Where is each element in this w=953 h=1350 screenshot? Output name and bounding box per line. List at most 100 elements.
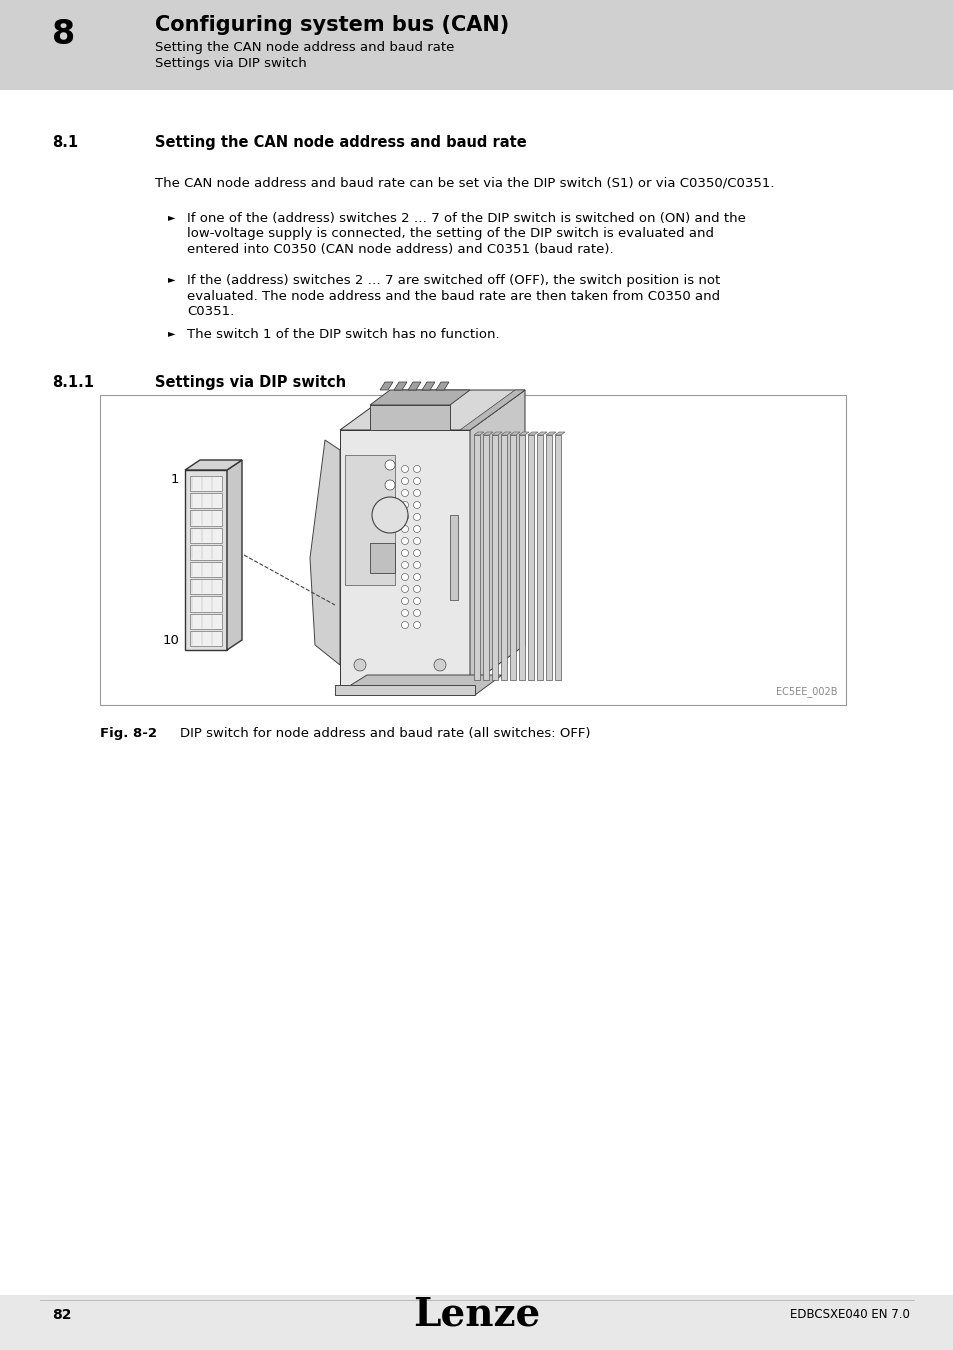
Polygon shape <box>555 432 564 435</box>
Text: Configuring system bus (CAN): Configuring system bus (CAN) <box>154 15 509 35</box>
Text: If the (address) switches 2 … 7 are switched off (OFF), the switch position is n: If the (address) switches 2 … 7 are swit… <box>187 274 720 288</box>
Text: 8.1.1: 8.1.1 <box>52 375 94 390</box>
Bar <box>0 90 953 1295</box>
Text: Fig. 8-2: Fig. 8-2 <box>100 728 157 740</box>
Bar <box>190 614 222 629</box>
Polygon shape <box>370 405 450 431</box>
Circle shape <box>413 513 420 521</box>
Text: Settings via DIP switch: Settings via DIP switch <box>154 375 346 390</box>
Text: ►: ► <box>168 328 175 338</box>
Text: EDBCSXE040 EN 7.0: EDBCSXE040 EN 7.0 <box>789 1308 909 1322</box>
Circle shape <box>413 478 420 485</box>
Polygon shape <box>185 470 227 649</box>
Text: low-voltage supply is connected, the setting of the DIP switch is evaluated and: low-voltage supply is connected, the set… <box>187 228 713 240</box>
Bar <box>190 545 222 560</box>
Circle shape <box>372 497 408 533</box>
Circle shape <box>401 598 408 605</box>
Text: ►: ► <box>168 274 175 284</box>
Text: The switch 1 of the DIP switch has no function.: The switch 1 of the DIP switch has no fu… <box>187 328 499 342</box>
Polygon shape <box>339 431 470 684</box>
Polygon shape <box>436 382 449 390</box>
Polygon shape <box>185 460 242 470</box>
Circle shape <box>413 609 420 617</box>
Text: 8: 8 <box>52 19 75 51</box>
Text: evaluated. The node address and the baud rate are then taken from C0350 and: evaluated. The node address and the baud… <box>187 289 720 302</box>
Text: Setting the CAN node address and baud rate: Setting the CAN node address and baud ra… <box>154 40 454 54</box>
Polygon shape <box>470 390 524 684</box>
Text: 82: 82 <box>52 1308 71 1322</box>
Polygon shape <box>335 675 501 695</box>
Polygon shape <box>474 432 483 435</box>
Polygon shape <box>310 440 339 666</box>
Text: 1: 1 <box>171 472 179 486</box>
Circle shape <box>401 490 408 497</box>
Polygon shape <box>379 382 393 390</box>
Polygon shape <box>545 432 556 435</box>
Polygon shape <box>555 435 560 680</box>
Circle shape <box>413 490 420 497</box>
Circle shape <box>354 659 366 671</box>
Bar <box>190 562 222 578</box>
Polygon shape <box>227 460 242 649</box>
Bar <box>190 630 222 647</box>
Polygon shape <box>527 432 537 435</box>
Bar <box>190 528 222 543</box>
Bar <box>190 477 222 491</box>
Circle shape <box>401 501 408 509</box>
Polygon shape <box>370 390 470 405</box>
Circle shape <box>413 574 420 580</box>
Text: C0351.: C0351. <box>187 305 234 319</box>
Text: ►: ► <box>168 212 175 221</box>
Circle shape <box>401 478 408 485</box>
Bar <box>190 579 222 594</box>
Polygon shape <box>492 435 497 680</box>
Polygon shape <box>510 435 516 680</box>
Text: Setting the CAN node address and baud rate: Setting the CAN node address and baud ra… <box>154 135 526 150</box>
Polygon shape <box>482 432 493 435</box>
Circle shape <box>413 562 420 568</box>
Polygon shape <box>500 432 511 435</box>
Circle shape <box>401 621 408 629</box>
Circle shape <box>401 537 408 544</box>
Polygon shape <box>335 684 475 695</box>
Text: DIP switch for node address and baud rate (all switches: OFF): DIP switch for node address and baud rat… <box>180 728 590 740</box>
Circle shape <box>413 586 420 593</box>
Bar <box>190 597 222 612</box>
Circle shape <box>413 598 420 605</box>
Polygon shape <box>518 432 529 435</box>
Text: 10: 10 <box>162 634 179 647</box>
Circle shape <box>413 466 420 472</box>
Polygon shape <box>339 390 524 431</box>
Bar <box>190 493 222 509</box>
Polygon shape <box>527 435 534 680</box>
Text: entered into C0350 (CAN node address) and C0351 (baud rate).: entered into C0350 (CAN node address) an… <box>187 243 613 256</box>
Circle shape <box>413 621 420 629</box>
Polygon shape <box>545 435 552 680</box>
Polygon shape <box>537 432 546 435</box>
Circle shape <box>401 586 408 593</box>
Polygon shape <box>459 390 524 431</box>
Circle shape <box>434 659 446 671</box>
Circle shape <box>401 562 408 568</box>
Polygon shape <box>421 382 435 390</box>
Polygon shape <box>474 435 479 680</box>
Bar <box>345 455 395 585</box>
Polygon shape <box>510 432 519 435</box>
Polygon shape <box>394 382 407 390</box>
Circle shape <box>401 609 408 617</box>
Text: If one of the (address) switches 2 … 7 of the DIP switch is switched on (ON) and: If one of the (address) switches 2 … 7 o… <box>187 212 745 225</box>
Text: EC5EE_002B: EC5EE_002B <box>776 686 837 697</box>
Circle shape <box>401 525 408 532</box>
Text: Lenze: Lenze <box>413 1296 540 1334</box>
Bar <box>370 543 395 572</box>
Text: 8.1: 8.1 <box>52 135 78 150</box>
Bar <box>190 510 222 525</box>
Polygon shape <box>492 432 501 435</box>
Bar <box>0 0 953 90</box>
Circle shape <box>413 537 420 544</box>
Text: Settings via DIP switch: Settings via DIP switch <box>154 58 307 70</box>
Circle shape <box>413 549 420 556</box>
Circle shape <box>413 501 420 509</box>
Polygon shape <box>537 435 542 680</box>
Text: The CAN node address and baud rate can be set via the DIP switch (S1) or via C03: The CAN node address and baud rate can b… <box>154 177 774 190</box>
